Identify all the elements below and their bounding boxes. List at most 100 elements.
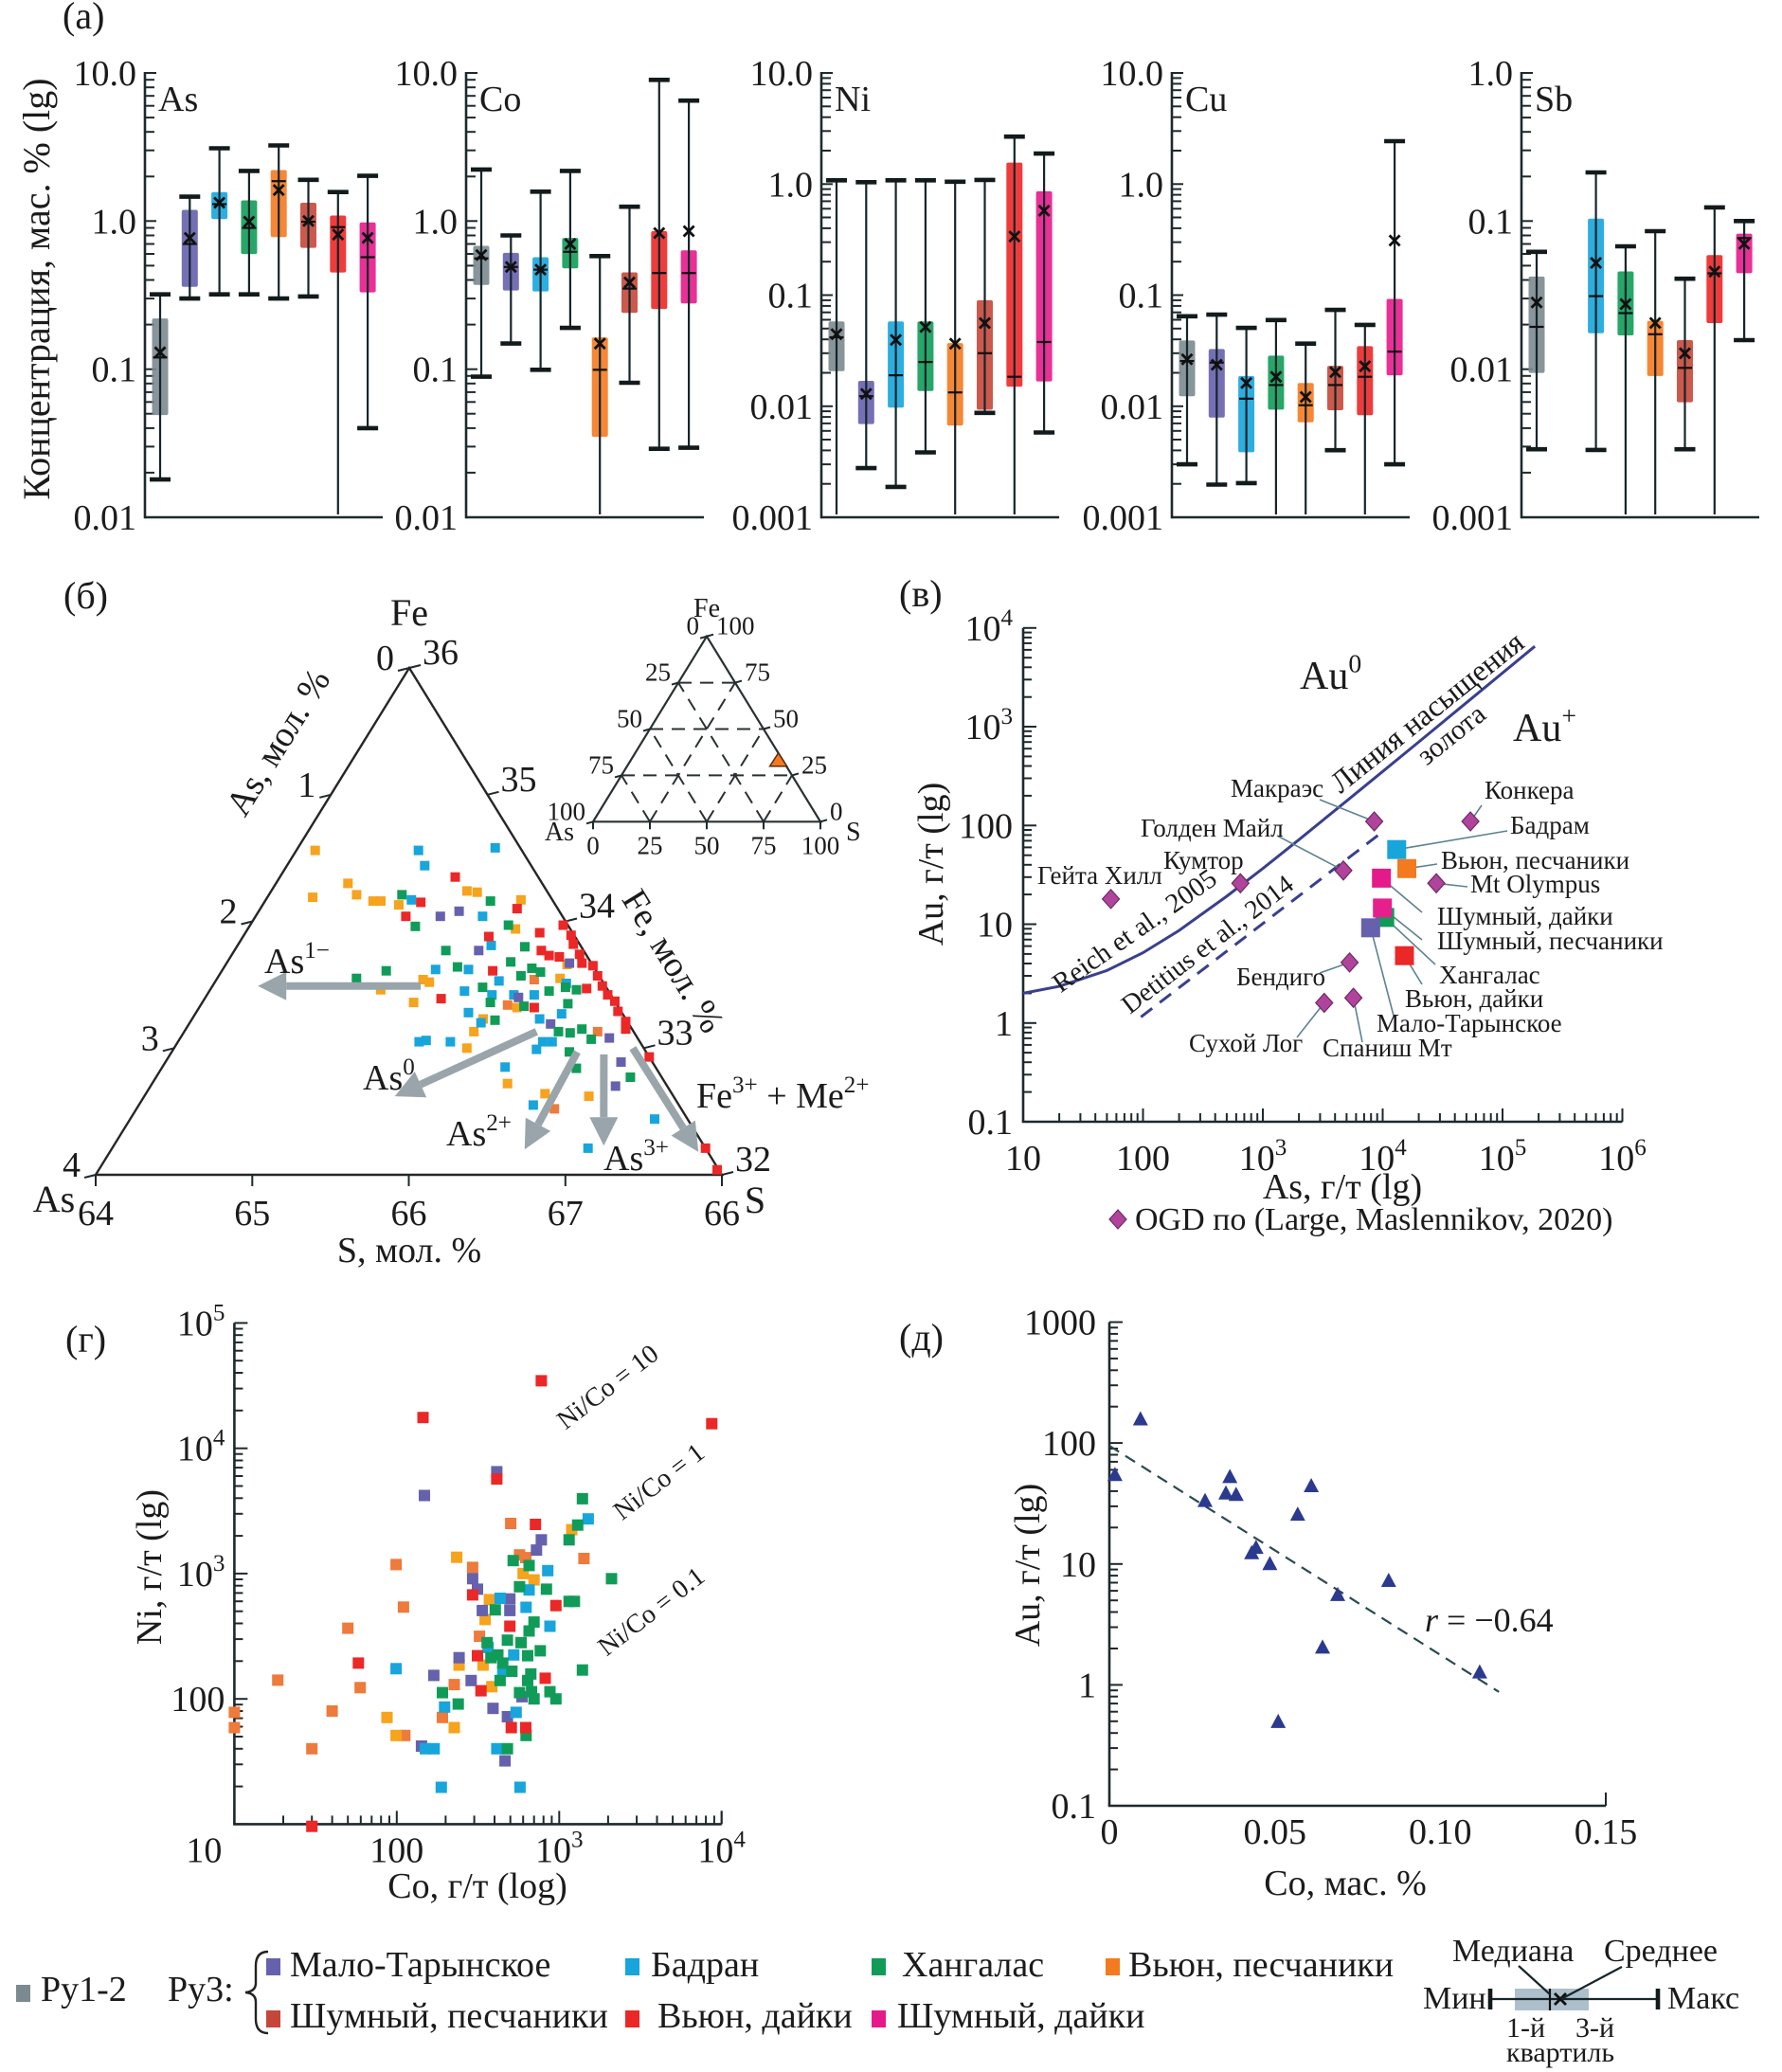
data-point — [436, 994, 446, 1004]
y-tick-label: 0.001 — [732, 498, 814, 538]
data-point — [394, 900, 404, 910]
data-point — [481, 1636, 494, 1649]
legend-swatch — [625, 1958, 639, 1975]
data-point — [490, 842, 500, 853]
ogd-deposit-label: Макраэс — [1231, 774, 1323, 802]
valence-arrow: As0 — [363, 1028, 538, 1098]
box-khang — [238, 169, 260, 297]
legend-label: Шумный, песчаники — [290, 1996, 608, 2036]
data-point — [501, 1711, 513, 1722]
data-point — [477, 982, 488, 993]
box-vyun_s — [1295, 341, 1317, 514]
inset-tick — [763, 726, 771, 730]
y-axis-title: Концентрация, мас. % (lg) — [15, 78, 58, 499]
x-tick-label: 103 — [1239, 1135, 1287, 1179]
boxplot-panel-ni: 10.0 1.0 0.1 0.01 0.001 Ni — [732, 54, 1059, 538]
data-point — [479, 1613, 492, 1626]
triangle-data-point — [1330, 1586, 1345, 1601]
y-tick-label: 0.1 — [413, 351, 459, 390]
data-point — [453, 1651, 465, 1664]
box-vyun_d — [1354, 322, 1376, 514]
data-point — [513, 1686, 526, 1699]
box-shum_s — [974, 177, 996, 416]
y-tick-label: 0.01 — [750, 387, 814, 427]
data-point — [500, 1062, 511, 1072]
series-shum_s — [502, 975, 603, 1114]
data-point — [571, 984, 582, 995]
box-vyun_s — [1645, 228, 1666, 514]
box-badran — [208, 146, 230, 297]
ogd-diamond-marker — [1340, 952, 1359, 973]
box-malo — [855, 180, 877, 471]
y-tick-label: 0.1 — [1468, 202, 1514, 242]
data-point — [494, 976, 504, 986]
arrow-label-superscript: 3+ — [732, 1072, 758, 1098]
data-point — [397, 890, 407, 900]
deposit-square-marker — [1387, 839, 1407, 859]
data-point — [568, 1595, 581, 1608]
data-point — [441, 946, 451, 956]
data-point — [544, 986, 554, 997]
box-malo — [179, 194, 201, 301]
arrow-label-base: As — [264, 942, 304, 982]
y-tick-label: 103 — [964, 704, 1013, 748]
inset-right-tick-label: 75 — [745, 658, 770, 687]
data-point — [568, 939, 579, 949]
data-point — [577, 1024, 587, 1035]
data-point — [463, 964, 474, 975]
data-point — [502, 1000, 513, 1010]
y-axis-title: Au, г/т (lg) — [1008, 1484, 1048, 1648]
deposit-square-marker — [1372, 868, 1392, 888]
mean-marker — [243, 215, 256, 228]
x-tick-label-base: 10 — [1479, 1139, 1515, 1179]
data-point — [576, 1492, 588, 1504]
box-vyun_s — [945, 179, 966, 514]
key-label-q1: 1-й — [1506, 2012, 1545, 2044]
triangle-data-point — [1315, 1639, 1330, 1654]
inset-tick — [791, 772, 800, 777]
mean-marker — [623, 276, 636, 289]
ogd-diamond-marker — [1343, 987, 1363, 1009]
data-point — [535, 967, 546, 977]
y-tick-label: 103 — [177, 1551, 225, 1595]
leader-line — [1319, 799, 1375, 822]
data-point — [549, 1693, 562, 1705]
data-point — [515, 894, 526, 905]
data-point — [571, 1063, 582, 1073]
data-point — [399, 1729, 411, 1741]
data-point — [534, 928, 545, 938]
arrow-label: As2+ — [446, 1110, 512, 1154]
data-point — [448, 1721, 460, 1734]
data-point — [476, 1018, 486, 1028]
scatter-points — [228, 1375, 718, 1832]
as-axis-tick-label: 4 — [63, 1145, 81, 1185]
data-point — [506, 957, 516, 967]
x-tick-label-superscript: 5 — [1515, 1135, 1527, 1161]
data-point — [439, 1701, 451, 1713]
panel-label: (б) — [63, 574, 108, 617]
triangle-data-point — [1218, 1485, 1233, 1500]
data-point — [401, 911, 411, 922]
as-axis-tick-label: 1 — [297, 766, 315, 805]
data-point — [430, 964, 441, 975]
box-vyun_d — [327, 189, 349, 514]
inset-vertex-top: Fe — [693, 594, 720, 623]
y-tick-label-base: 10 — [177, 1430, 213, 1469]
legend-swatch — [872, 1958, 886, 1975]
arrow-head — [589, 1117, 619, 1146]
data-point — [354, 1682, 367, 1694]
data-point — [505, 1518, 517, 1529]
triangle-data-point — [1262, 1556, 1278, 1571]
data-point — [513, 1781, 526, 1793]
data-point — [530, 1519, 542, 1530]
box-vyun_s — [589, 253, 611, 514]
data-point — [310, 845, 320, 856]
series-malo — [435, 906, 626, 1091]
data-point — [605, 1573, 618, 1585]
data-point — [536, 946, 547, 956]
x-tick-label: 10 — [1005, 1139, 1041, 1179]
deposit-square-marker — [1360, 918, 1380, 938]
data-point — [343, 878, 353, 889]
data-point — [466, 1589, 478, 1601]
data-point — [584, 1091, 594, 1102]
